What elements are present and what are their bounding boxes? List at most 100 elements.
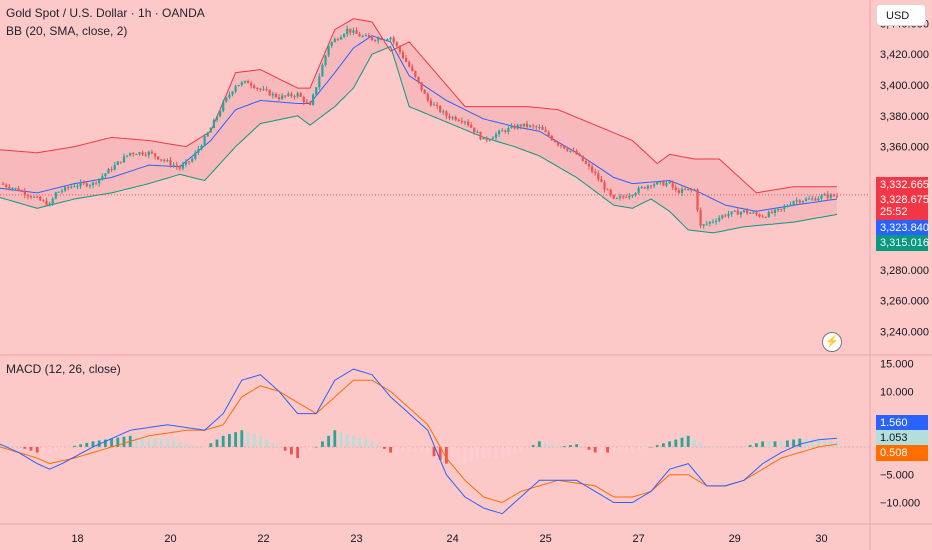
candle-body: [11, 188, 14, 190]
macd-histogram-bar: [23, 446, 27, 449]
bb-upper-line: [0, 18, 837, 194]
macd-histogram-bar: [197, 446, 200, 447]
macd-histogram-bar: [66, 446, 70, 448]
candle-body: [696, 189, 699, 210]
candle-body: [215, 116, 219, 120]
candle-body: [163, 159, 166, 161]
macd-histogram-bar: [748, 445, 752, 447]
macd-histogram-bar: [190, 445, 194, 447]
macd-histogram-bar: [54, 446, 58, 452]
candle-body: [659, 181, 662, 183]
macd-histogram-bar: [376, 445, 380, 447]
macd-histogram-bar: [761, 441, 764, 447]
candle-body: [572, 150, 575, 152]
time-tick-label: 30: [815, 533, 827, 545]
candle-body: [42, 200, 45, 202]
candle-body: [308, 102, 312, 105]
macd-histogram-bar: [438, 446, 442, 460]
candle-body: [250, 83, 253, 86]
candle-body: [429, 100, 432, 106]
macd-histogram-bar: [364, 439, 368, 447]
candle-body: [423, 90, 426, 94]
macd-histogram-bar: [265, 439, 268, 447]
candle-body: [498, 130, 501, 135]
macd-histogram-bar: [91, 441, 95, 447]
time-tick-label: 29: [729, 533, 741, 545]
candle-body: [417, 76, 420, 83]
candle-body: [479, 132, 482, 140]
candle-body: [2, 183, 5, 185]
candle-body: [188, 161, 191, 163]
candle-body: [122, 156, 126, 163]
macd-histogram-bar: [48, 446, 51, 453]
candle-body: [367, 35, 370, 38]
macd-indicator-legend[interactable]: MACD (12, 26, close): [6, 362, 121, 376]
macd-histogram-bar: [352, 435, 355, 447]
candle-body: [538, 127, 541, 129]
currency-button[interactable]: USD: [876, 4, 926, 26]
candle-body: [581, 155, 584, 162]
candle-body: [333, 39, 336, 43]
macd-histogram-bar: [612, 446, 616, 453]
candle-body: [405, 57, 408, 62]
candle-body: [680, 188, 684, 193]
macd-histogram-bar: [686, 435, 690, 447]
candle-body: [420, 82, 423, 91]
candle-body: [45, 200, 48, 206]
candle-body: [758, 214, 761, 217]
candle-body: [302, 96, 305, 103]
candle-body: [321, 64, 324, 77]
macd-histogram-bar: [779, 441, 783, 447]
candle-body: [801, 200, 804, 203]
macd-histogram-bar: [829, 440, 833, 447]
candle-body: [510, 125, 513, 128]
macd-histogram-bar: [562, 446, 566, 447]
macd-histogram-bar: [215, 439, 219, 447]
candle-body: [674, 187, 677, 191]
candle-body: [668, 181, 671, 184]
candle-body: [135, 154, 138, 156]
candle-body: [287, 93, 290, 96]
macd-histogram-bar: [141, 437, 144, 447]
macd-histogram-bar: [345, 433, 349, 447]
candle-body: [587, 163, 591, 167]
price-tick-label: 3,380.000: [880, 111, 929, 123]
candle-body: [476, 132, 479, 134]
candle-body: [653, 184, 656, 186]
macd-histogram-bar: [252, 433, 256, 447]
candle-body: [197, 148, 200, 153]
candle-body: [23, 191, 26, 195]
candle-body: [516, 124, 519, 129]
candle-body: [231, 91, 234, 95]
candle-body: [823, 194, 826, 196]
macd-histogram-bar: [624, 446, 628, 453]
macd-histogram-bar: [259, 435, 262, 447]
candle-body: [687, 189, 690, 191]
time-tick-label: 18: [71, 533, 83, 545]
candle-body: [622, 196, 625, 198]
candle-body: [203, 136, 206, 146]
lightning-icon[interactable]: ⚡: [822, 332, 842, 352]
candle-body: [54, 192, 57, 199]
candle-body: [708, 221, 711, 224]
candle-body: [243, 80, 246, 83]
macd-histogram-bar: [550, 445, 554, 447]
macd-histogram-bar: [234, 432, 237, 447]
candle-body: [383, 39, 386, 41]
macd-histogram-bar: [674, 439, 678, 447]
macd-histogram-bar: [35, 446, 39, 453]
candle-body: [184, 161, 188, 165]
candle-body: [519, 124, 522, 127]
countdown-tag: 25:52: [876, 204, 928, 220]
symbol-title[interactable]: Gold Spot / U.S. Dollar · 1h · OANDA: [6, 6, 205, 20]
candle-body: [829, 194, 832, 198]
macd-histogram-bar: [742, 446, 746, 448]
macd-histogram-bar: [668, 441, 671, 447]
macd-histogram-bar: [104, 439, 107, 447]
macd-histogram-bar: [29, 446, 33, 451]
bb-indicator-legend[interactable]: BB (20, SMA, close, 2): [6, 24, 128, 38]
macd-histogram-bar: [500, 446, 504, 459]
candle-body: [764, 217, 767, 219]
macd-histogram-bar: [407, 446, 411, 453]
